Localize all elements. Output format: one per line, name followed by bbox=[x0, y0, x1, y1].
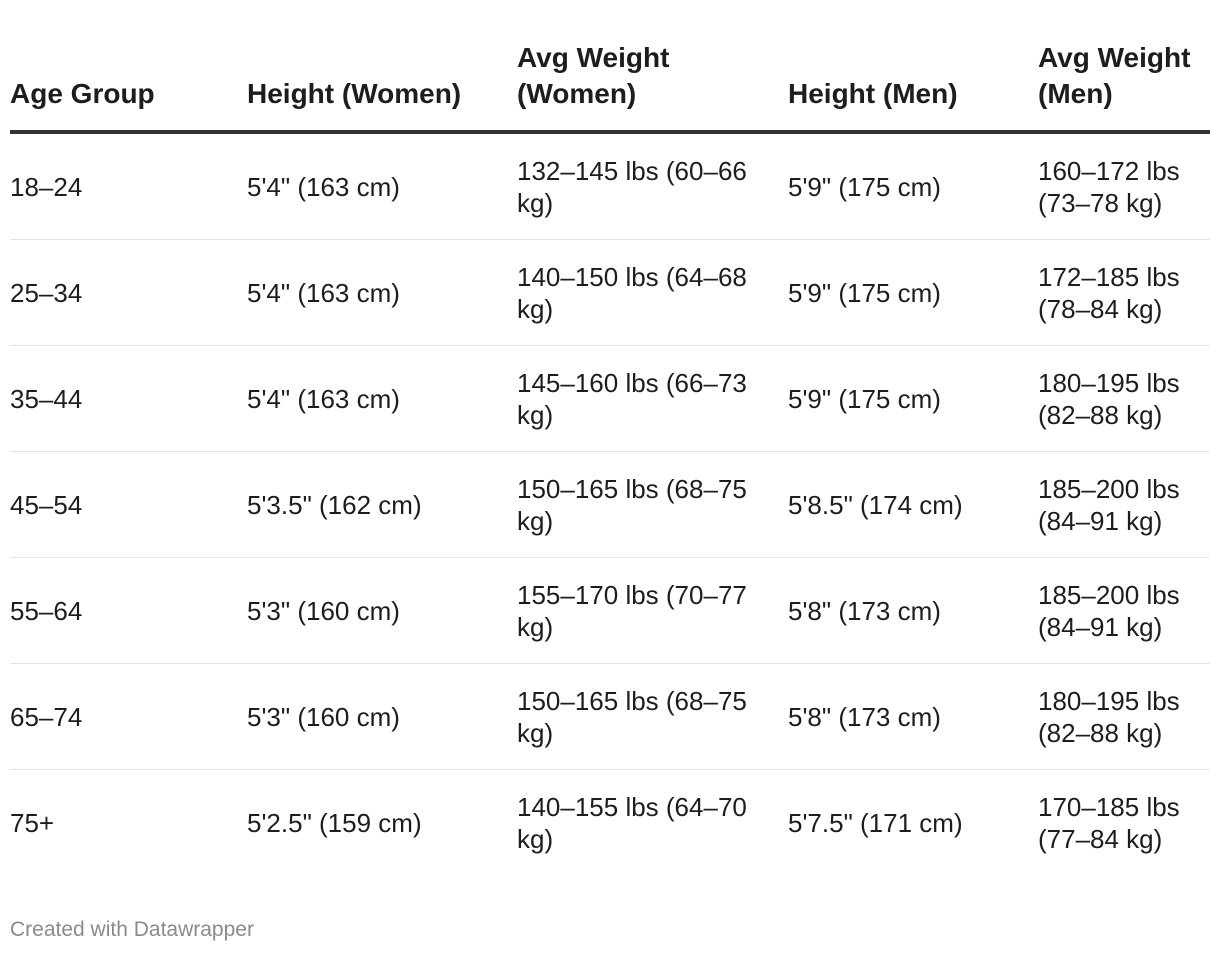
cell-height-men: 5'8.5" (174 cm) bbox=[788, 451, 1038, 558]
cell-value: 5'3" (160 cm) bbox=[247, 701, 400, 732]
table-row: 45–54 5'3.5" (162 cm) 150–165 lbs (68–75 k… bbox=[10, 451, 1210, 558]
cell-value: 75+ bbox=[10, 807, 55, 838]
column-header-weight-women[interactable]: Avg Weight (Women) bbox=[517, 40, 788, 134]
cell-value: 5'9" (175 cm) bbox=[788, 171, 941, 202]
cell-weight-men: 170–185 lbs (77–84 kg) bbox=[1038, 770, 1210, 876]
cell-height-women: 5'4" (163 cm) bbox=[247, 132, 517, 240]
table-row: 25–34 5'4" (163 cm) 140–150 lbs (64–68 kg)… bbox=[10, 239, 1210, 346]
cell-value: 5'9" (175 cm) bbox=[788, 277, 941, 308]
cell-value: 140–150 lbs (64–68 kg) bbox=[517, 261, 747, 324]
cell-value: 5'3.5" (162 cm) bbox=[247, 489, 422, 520]
column-header-label: Age Group bbox=[10, 78, 155, 109]
cell-height-men: 5'9" (175 cm) bbox=[788, 345, 1038, 452]
data-table: Age Group Height (Women) Avg Weight (Wom… bbox=[10, 40, 1210, 875]
cell-value: 5'9" (175 cm) bbox=[788, 383, 941, 414]
cell-age-group: 18–24 bbox=[10, 132, 247, 240]
cell-height-women: 5'4" (163 cm) bbox=[247, 345, 517, 452]
cell-weight-women: 150–165 lbs (68–75 kg) bbox=[517, 663, 788, 770]
cell-value: 155–170 lbs (70–77 kg) bbox=[517, 579, 747, 642]
cell-value: 5'3" (160 cm) bbox=[247, 595, 400, 626]
cell-height-women: 5'3" (160 cm) bbox=[247, 663, 517, 770]
cell-value: 55–64 bbox=[10, 595, 83, 626]
cell-age-group: 45–54 bbox=[10, 451, 247, 558]
footer-credit: Created with Datawrapper bbox=[10, 918, 254, 941]
cell-weight-men: 185–200 lbs (84–91 kg) bbox=[1038, 451, 1210, 558]
cell-height-men: 5'8" (173 cm) bbox=[788, 663, 1038, 770]
column-header-height-men[interactable]: Height (Men) bbox=[788, 40, 1038, 134]
cell-height-women: 5'4" (163 cm) bbox=[247, 239, 517, 346]
table-row: 75+ 5'2.5" (159 cm) 140–155 lbs (64–70 kg)… bbox=[10, 770, 1210, 876]
cell-height-women: 5'3.5" (162 cm) bbox=[247, 451, 517, 558]
cell-weight-men: 160–172 lbs (73–78 kg) bbox=[1038, 132, 1210, 240]
cell-value: 5'2.5" (159 cm) bbox=[247, 807, 422, 838]
column-header-weight-men[interactable]: Avg Weight (Men) bbox=[1038, 40, 1210, 134]
cell-value: 145–160 lbs (66–73 kg) bbox=[517, 367, 747, 430]
cell-value: 160–172 lbs (73–78 kg) bbox=[1038, 155, 1180, 218]
column-header-label: Height (Men) bbox=[788, 78, 958, 109]
cell-value: 5'4" (163 cm) bbox=[247, 277, 400, 308]
cell-height-men: 5'8" (173 cm) bbox=[788, 557, 1038, 664]
cell-value: 5'4" (163 cm) bbox=[247, 171, 400, 202]
table-row: 35–44 5'4" (163 cm) 145–160 lbs (66–73 kg)… bbox=[10, 345, 1210, 452]
cell-value: 65–74 bbox=[10, 701, 83, 732]
data-table-container: Age Group Height (Women) Avg Weight (Wom… bbox=[10, 40, 1210, 875]
cell-value: 5'4" (163 cm) bbox=[247, 383, 400, 414]
cell-value: 170–185 lbs (77–84 kg) bbox=[1038, 791, 1180, 854]
cell-weight-men: 172–185 lbs (78–84 kg) bbox=[1038, 239, 1210, 346]
cell-value: 25–34 bbox=[10, 277, 83, 308]
cell-age-group: 75+ bbox=[10, 770, 247, 876]
cell-value: 150–165 lbs (68–75 kg) bbox=[517, 685, 747, 748]
cell-value: 5'8" (173 cm) bbox=[788, 595, 941, 626]
cell-value: 185–200 lbs (84–91 kg) bbox=[1038, 579, 1180, 642]
table-row: 55–64 5'3" (160 cm) 155–170 lbs (70–77 kg)… bbox=[10, 557, 1210, 664]
cell-value: 180–195 lbs (82–88 kg) bbox=[1038, 685, 1180, 748]
cell-value: 45–54 bbox=[10, 489, 83, 520]
cell-weight-women: 145–160 lbs (66–73 kg) bbox=[517, 345, 788, 452]
cell-weight-women: 150–165 lbs (68–75 kg) bbox=[517, 451, 788, 558]
cell-value: 132–145 lbs (60–66 kg) bbox=[517, 155, 747, 218]
cell-weight-men: 180–195 lbs (82–88 kg) bbox=[1038, 345, 1210, 452]
table-row: 65–74 5'3" (160 cm) 150–165 lbs (68–75 kg)… bbox=[10, 663, 1210, 770]
table-header: Age Group Height (Women) Avg Weight (Wom… bbox=[10, 40, 1210, 134]
cell-value: 140–155 lbs (64–70 kg) bbox=[517, 791, 747, 854]
cell-value: 18–24 bbox=[10, 171, 83, 202]
column-header-label: Avg Weight (Men) bbox=[1038, 42, 1191, 109]
cell-weight-men: 180–195 lbs (82–88 kg) bbox=[1038, 663, 1210, 770]
cell-value: 5'8.5" (174 cm) bbox=[788, 489, 963, 520]
cell-age-group: 25–34 bbox=[10, 239, 247, 346]
cell-height-men: 5'9" (175 cm) bbox=[788, 239, 1038, 346]
cell-weight-women: 132–145 lbs (60–66 kg) bbox=[517, 132, 788, 240]
cell-weight-men: 185–200 lbs (84–91 kg) bbox=[1038, 557, 1210, 664]
cell-height-men: 5'9" (175 cm) bbox=[788, 132, 1038, 240]
cell-height-women: 5'2.5" (159 cm) bbox=[247, 770, 517, 876]
column-header-label: Avg Weight (Women) bbox=[517, 42, 670, 109]
cell-age-group: 65–74 bbox=[10, 663, 247, 770]
cell-value: 5'8" (173 cm) bbox=[788, 701, 941, 732]
cell-value: 150–165 lbs (68–75 kg) bbox=[517, 473, 747, 536]
table-row: 18–24 5'4" (163 cm) 132–145 lbs (60–66 kg)… bbox=[10, 132, 1210, 240]
header-row: Age Group Height (Women) Avg Weight (Wom… bbox=[10, 40, 1210, 134]
cell-height-men: 5'7.5" (171 cm) bbox=[788, 770, 1038, 876]
cell-value: 35–44 bbox=[10, 383, 83, 414]
cell-value: 172–185 lbs (78–84 kg) bbox=[1038, 261, 1180, 324]
column-header-height-women[interactable]: Height (Women) bbox=[247, 40, 517, 134]
cell-weight-women: 140–150 lbs (64–68 kg) bbox=[517, 239, 788, 346]
cell-height-women: 5'3" (160 cm) bbox=[247, 557, 517, 664]
cell-age-group: 55–64 bbox=[10, 557, 247, 664]
cell-value: 185–200 lbs (84–91 kg) bbox=[1038, 473, 1180, 536]
table-body: 18–24 5'4" (163 cm) 132–145 lbs (60–66 kg)… bbox=[10, 132, 1210, 875]
cell-weight-women: 140–155 lbs (64–70 kg) bbox=[517, 770, 788, 876]
cell-weight-women: 155–170 lbs (70–77 kg) bbox=[517, 557, 788, 664]
column-header-label: Height (Women) bbox=[247, 78, 462, 109]
cell-value: 180–195 lbs (82–88 kg) bbox=[1038, 367, 1180, 430]
column-header-age-group[interactable]: Age Group bbox=[10, 40, 247, 134]
cell-value: 5'7.5" (171 cm) bbox=[788, 807, 963, 838]
cell-age-group: 35–44 bbox=[10, 345, 247, 452]
